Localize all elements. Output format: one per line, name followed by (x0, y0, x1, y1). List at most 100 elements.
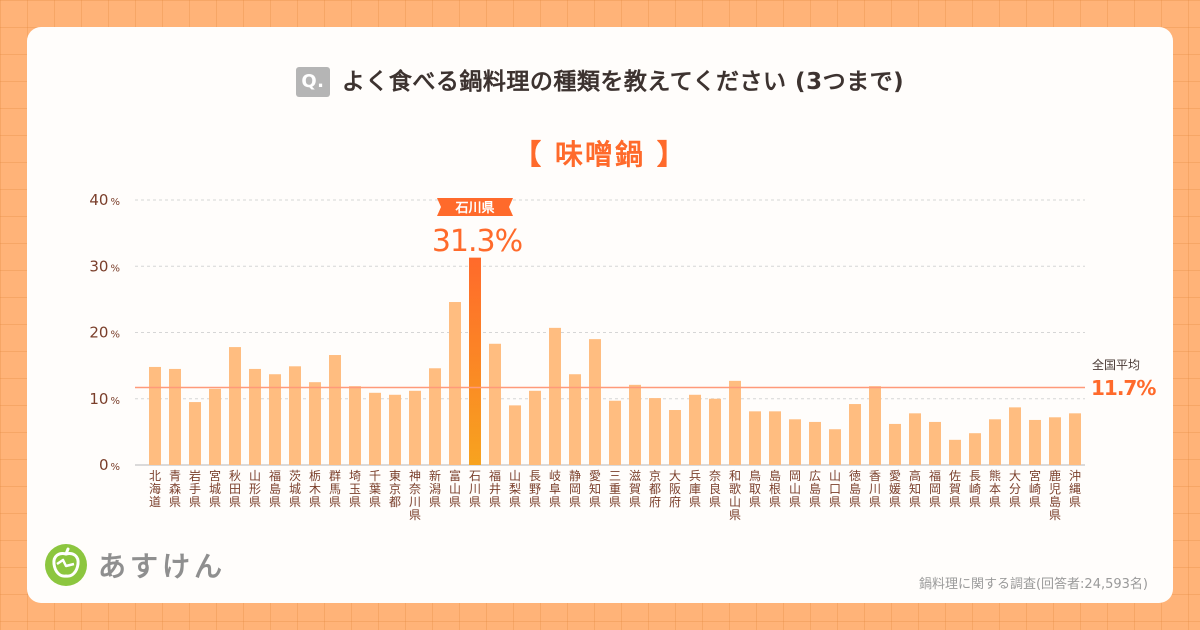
bar (889, 423, 901, 465)
y-tick-label: 40% (89, 191, 120, 209)
apple-logo-icon (45, 544, 87, 586)
x-tick-label: 秋田県 (229, 469, 241, 509)
bar-highlight (469, 257, 481, 465)
average-value: 11.7% (1091, 376, 1156, 400)
x-tick-label: 高知県 (909, 468, 921, 509)
bar (809, 421, 821, 465)
bar (829, 429, 841, 465)
average-label: 全国平均 (1092, 357, 1140, 372)
x-tick-label: 兵庫県 (689, 469, 701, 509)
highlight-tag (437, 198, 513, 216)
x-tick-label: 茨城県 (289, 469, 301, 509)
x-tick-label: 島根県 (769, 468, 781, 509)
chart-subtitle: 【 味噌鍋 】 (513, 138, 687, 171)
x-tick-label: 富山県 (449, 468, 461, 509)
x-tick-label: 岩手県 (189, 468, 201, 509)
bar (729, 380, 741, 465)
x-tick-label: 鳥取県 (749, 468, 761, 509)
bar (549, 327, 561, 465)
x-tick-label: 岡山県 (789, 469, 801, 509)
bar (689, 394, 701, 465)
x-tick-label: 長野県 (529, 469, 541, 509)
x-tick-label: 宮崎県 (1029, 468, 1041, 509)
bar (709, 398, 721, 465)
asken-logo: あすけん (44, 543, 226, 587)
x-tick-label: 大阪府 (669, 469, 681, 509)
bar (429, 368, 441, 465)
bar (449, 302, 461, 465)
x-tick-label: 山口県 (829, 469, 841, 509)
x-tick-label: 鹿児島県 (1049, 468, 1061, 522)
bar (509, 405, 521, 465)
bar (909, 413, 921, 465)
x-tick-label: 和歌山県 (729, 469, 741, 522)
x-tick-label: 沖縄県 (1069, 469, 1081, 509)
bar (1049, 417, 1061, 465)
bar (789, 419, 801, 465)
bar (949, 439, 961, 465)
x-tick-label: 千葉県 (369, 469, 381, 509)
x-tick-label: 栃木県 (309, 469, 321, 509)
bar (869, 386, 881, 465)
bar (389, 394, 401, 465)
x-tick-label: 三重県 (609, 469, 621, 509)
q-badge: Q. (295, 67, 330, 97)
bar (1009, 407, 1021, 465)
x-tick-label: 青森県 (169, 469, 181, 509)
bar (1069, 413, 1081, 465)
x-tick-label: 大分県 (1009, 469, 1021, 509)
chart-title: Q. よく食べる鍋料理の種類を教えてください (3つまで) (0, 62, 1200, 97)
bar (229, 347, 241, 465)
bar (929, 421, 941, 465)
card (27, 27, 1173, 603)
bar (969, 433, 981, 465)
x-tick-label: 京都府 (649, 469, 661, 509)
bar (649, 398, 661, 465)
x-tick-label: 愛媛県 (889, 469, 901, 509)
bar (849, 404, 861, 465)
x-tick-label: 埼玉県 (349, 469, 361, 509)
y-tick-label: 10% (89, 390, 120, 408)
x-tick-label: 愛知県 (589, 469, 601, 509)
bar (269, 374, 281, 465)
bar (989, 419, 1001, 465)
bar (769, 411, 781, 465)
x-tick-label: 香川県 (869, 469, 881, 509)
logo-text: あすけん (98, 550, 227, 583)
x-tick-label: 神奈川県 (409, 469, 421, 522)
x-tick-label: 福岡県 (929, 468, 941, 509)
x-tick-label: 熊本県 (989, 468, 1001, 509)
bar (349, 386, 361, 465)
bar (149, 366, 161, 465)
bar (289, 366, 301, 465)
x-tick-label: 東京都 (389, 469, 401, 509)
question-text: よく食べる鍋料理の種類を教えてください (3つまで) (341, 69, 905, 95)
x-tick-label: 北海道 (149, 469, 161, 509)
bar (249, 368, 261, 465)
x-tick-label: 奈良県 (709, 469, 721, 509)
x-tick-label: 福井県 (489, 468, 501, 509)
x-tick-label: 福島県 (269, 468, 281, 509)
y-tick-label: 20% (89, 324, 120, 342)
x-tick-label: 山形県 (249, 469, 261, 509)
bar (569, 374, 581, 465)
bar (749, 411, 761, 465)
bar (529, 390, 541, 465)
bar (589, 339, 601, 465)
x-tick-label: 宮城県 (209, 468, 221, 509)
x-tick-label: 広島県 (809, 469, 821, 509)
y-tick-label: 0% (99, 456, 120, 474)
x-tick-label: 群馬県 (329, 469, 341, 509)
bar (169, 368, 181, 465)
bar (629, 384, 641, 465)
bar (329, 355, 341, 465)
bar (309, 382, 321, 465)
highlight-label: 石川県 (454, 201, 494, 216)
bar (1029, 419, 1041, 465)
y-tick-label: 30% (89, 257, 120, 275)
x-tick-label: 石川県 (469, 469, 481, 509)
bar (189, 402, 201, 465)
highlight-value: 31.3% (432, 224, 522, 259)
bar (369, 392, 381, 465)
